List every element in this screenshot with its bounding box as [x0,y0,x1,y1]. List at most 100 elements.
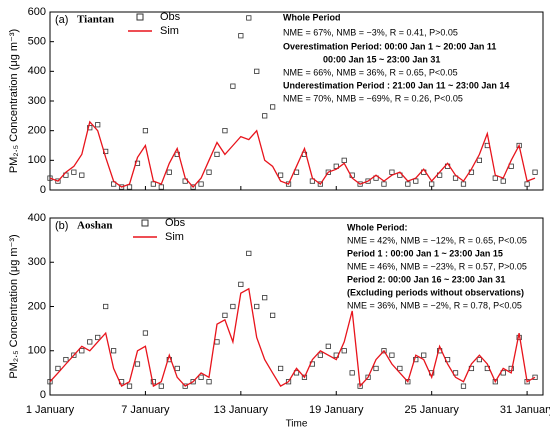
obs-marker [460,383,467,389]
obs-marker [262,295,268,301]
site-name: Aoshan [77,220,112,232]
obs-marker [246,250,252,256]
y-tick-label: 300 [28,95,46,107]
obs-marker [460,181,467,187]
obs-marker [277,365,284,372]
obs-marker [111,348,117,354]
annotation: NME = 46%, NMB = −23%, R = 0.57, P>0.05 [347,261,527,271]
obs-marker [238,33,244,39]
legend-label: Sim [165,231,184,243]
obs-marker [341,348,347,354]
obs-marker [134,361,141,367]
obs-marker [532,374,538,380]
obs-marker [381,181,387,187]
y-tick-label: 300 [28,256,46,268]
obs-marker [222,312,228,318]
obs-marker [285,379,292,385]
obs-marker [405,181,411,187]
obs-marker [79,172,85,178]
annotation: NME = 70%, NMB = −69%, R = 0.26, P<0.05 [283,93,463,103]
obs-marker [47,379,53,385]
obs-marker [365,178,371,184]
obs-marker [246,15,252,21]
obs-marker [158,184,164,190]
x-tick-label: 25 January [404,404,459,416]
obs-marker [270,104,276,110]
annotation: 00:00 Jan 15 ~ 23:00 Jan 31 [323,54,440,64]
obs-marker [150,181,156,187]
obs-marker [532,169,538,175]
panel-label: (b) [55,220,68,232]
sim-line [49,120,536,188]
obs-marker [206,379,212,385]
obs-marker [142,330,149,336]
obs-marker [71,169,77,175]
obs-marker [349,370,355,376]
obs-marker [198,374,204,380]
obs-marker [254,68,260,74]
obs-marker [381,348,387,354]
y-tick-label: 400 [28,65,46,77]
y-tick-label: 100 [28,154,46,166]
obs-marker [476,356,482,363]
annotation: (Excluding periods without observations) [347,287,524,297]
obs-marker [55,178,61,184]
obs-marker [206,169,212,175]
x-tick-label: 19 January [309,404,364,416]
panel-label: (a) [55,14,68,26]
obs-marker [389,169,395,175]
obs-marker [357,181,363,187]
obs-marker [103,303,109,310]
obs-marker [500,178,506,184]
obs-marker [71,352,77,358]
x-tick-label: 1 January [26,404,75,416]
legend-swatch [136,13,144,21]
obs-marker [174,365,180,372]
annotation: Whole Period [283,12,341,22]
x-tick-label: 13 January [214,404,269,416]
obs-marker [325,343,331,349]
sim-line [49,287,536,388]
obs-marker [317,181,323,187]
annotation: Whole Period: [347,222,408,232]
obs-marker [79,348,85,354]
obs-marker [222,128,228,134]
obs-marker [182,383,188,389]
obs-marker [214,339,220,345]
x-tick-label: 7 January [121,404,170,416]
annotation: NME = 42%, NMB = −12%, R = 0.65, P<0.05 [347,235,527,245]
obs-marker [285,181,292,187]
y-tick-label: 500 [28,36,46,48]
obs-marker [166,169,172,175]
obs-marker [126,383,133,389]
y-tick-label: 200 [28,125,46,137]
x-axis-label: Time [286,419,308,430]
obs-marker [254,303,260,310]
legend-label: Obs [165,217,186,229]
obs-marker [118,184,125,190]
obs-marker [429,181,435,187]
y-tick-label: 0 [40,389,46,401]
obs-marker [373,365,379,372]
y-axis-label: PM₂.₅ Concentration (μg m⁻³) [8,234,20,378]
obs-marker [198,181,204,187]
y-tick-label: 600 [28,6,46,18]
obs-marker [95,122,101,128]
obs-marker [365,374,371,380]
obs-marker [413,178,419,184]
annotation: Overestimation Period: 00:00 Jan 1 ~ 20:… [283,41,496,51]
obs-marker [270,312,276,318]
obs-marker [126,184,133,190]
y-axis-label: PM₂.₅ Concentration (μg m⁻³) [8,29,20,173]
obs-marker [230,303,236,310]
legend-label: Obs [160,11,181,23]
x-tick-label: 31 January [500,404,550,416]
obs-marker [158,383,164,389]
obs-marker [190,184,196,190]
legend-swatch [141,219,149,227]
annotation: NME = 36%, NMB = −2%, R = 0.78, P<0.05 [347,300,522,310]
obs-marker [262,113,268,119]
annotation: NME = 66%, NMB = 36%, R = 0.65, P<0.05 [283,67,458,77]
obs-marker [277,172,284,178]
